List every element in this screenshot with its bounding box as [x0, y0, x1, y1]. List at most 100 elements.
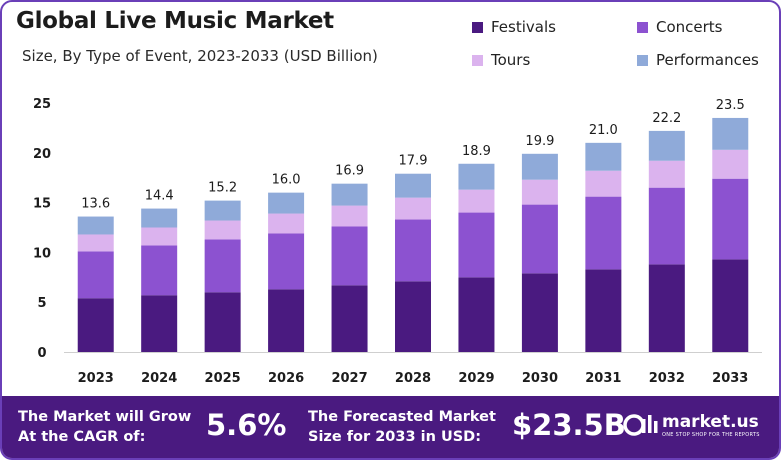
bar-segment-concerts	[204, 239, 241, 293]
bar-total-label: 18.9	[462, 144, 491, 159]
bar-segment-tours	[585, 170, 622, 197]
forecast-label-line2: Size for 2033 in USD:	[308, 429, 482, 445]
bar-segment-festivals	[521, 273, 558, 352]
bar-total-label: 13.6	[81, 197, 110, 212]
chart-legend: Festivals Concerts Tours Performances	[472, 14, 772, 74]
bar-segment-concerts	[77, 251, 114, 299]
bar-segment-performances	[648, 130, 685, 161]
legend-label-performances: Performances	[656, 51, 759, 69]
y-tick-label: 15	[33, 197, 51, 212]
bar-segment-performances	[141, 208, 178, 228]
legend-label-festivals: Festivals	[491, 18, 556, 36]
bar-segment-tours	[458, 189, 495, 213]
bar-total-label: 22.2	[652, 111, 681, 126]
x-tick-label: 2026	[268, 371, 304, 386]
bar-segment-festivals	[648, 264, 685, 352]
bar-segment-festivals	[77, 298, 114, 352]
bar-segment-tours	[648, 160, 685, 188]
bar-segment-performances	[458, 163, 495, 190]
cagr-value: 5.6%	[206, 408, 287, 442]
bar-segment-tours	[77, 234, 114, 252]
bar-segment-tours	[204, 220, 241, 240]
bar-segment-concerts	[521, 204, 558, 274]
brand-name: market.us	[662, 412, 759, 432]
legend-item-tours: Tours	[472, 51, 530, 69]
bar-segment-concerts	[648, 187, 685, 265]
bar-segment-performances	[77, 216, 114, 235]
legend-swatch-festivals	[472, 21, 483, 33]
bar-segment-concerts	[268, 233, 305, 290]
bar-segment-festivals	[395, 281, 431, 352]
bar-segment-tours	[521, 179, 558, 205]
bar-segment-festivals	[585, 269, 622, 352]
bar-segment-tours	[268, 213, 305, 234]
bar-segment-festivals	[204, 292, 241, 352]
bar-segment-festivals	[331, 285, 368, 352]
forecast-label-line1: The Forecasted Market	[308, 409, 496, 425]
bar-total-label: 14.4	[145, 189, 174, 204]
bar-segment-concerts	[458, 212, 495, 278]
bar-segment-festivals	[268, 289, 305, 352]
x-tick-label: 2031	[585, 371, 621, 386]
x-tick-label: 2029	[458, 371, 494, 386]
legend-swatch-performances	[637, 54, 648, 66]
bar-segment-concerts	[712, 178, 749, 260]
y-tick-label: 25	[33, 97, 51, 112]
x-tick-label: 2027	[331, 371, 367, 386]
x-tick-label: 2033	[712, 371, 748, 386]
brand-logo: market.us ONE STOP SHOP FOR THE REPORTS	[622, 410, 760, 440]
bar-total-label: 17.9	[399, 154, 428, 169]
cagr-label-line2: At the CAGR of:	[18, 429, 146, 445]
legend-item-performances: Performances	[637, 51, 759, 69]
bar-segment-festivals	[712, 259, 749, 352]
legend-label-tours: Tours	[491, 51, 531, 69]
bar-segment-tours	[395, 197, 431, 220]
x-tick-label: 2030	[522, 371, 558, 386]
bar-segment-performances	[331, 183, 368, 206]
footer-banner: The Market will Grow At the CAGR of: 5.6…	[2, 396, 779, 458]
bar-segment-concerts	[141, 245, 178, 296]
x-tick-label: 2024	[141, 371, 177, 386]
cagr-label-line1: The Market will Grow	[18, 409, 192, 425]
stacked-bar-chart: 051015202513.6202314.4202415.2202516.020…	[33, 97, 762, 386]
bar-total-label: 16.0	[272, 173, 301, 188]
y-tick-label: 10	[33, 246, 51, 261]
chart-subtitle: Size, By Type of Event, 2023-2033 (USD B…	[22, 47, 378, 65]
legend-item-concerts: Concerts	[637, 18, 723, 36]
y-tick-label: 20	[33, 147, 51, 162]
x-tick-label: 2032	[649, 371, 685, 386]
legend-swatch-concerts	[637, 21, 648, 33]
market-us-logo-icon	[623, 414, 658, 436]
bar-segment-festivals	[458, 277, 495, 352]
y-tick-label: 5	[37, 296, 46, 311]
bar-segment-tours	[141, 227, 178, 246]
bar-segment-performances	[268, 192, 305, 214]
bar-segment-performances	[712, 117, 749, 150]
bar-segment-concerts	[331, 226, 368, 286]
bar-total-label: 21.0	[589, 123, 618, 138]
legend-label-concerts: Concerts	[656, 18, 723, 36]
bar-total-label: 23.5	[716, 98, 745, 113]
bar-segment-concerts	[395, 219, 431, 282]
bar-segment-performances	[204, 200, 241, 221]
x-tick-label: 2023	[78, 371, 114, 386]
chart-title: Global Live Music Market	[16, 8, 334, 34]
brand-tagline: ONE STOP SHOP FOR THE REPORTS	[662, 432, 760, 438]
cagr-label: The Market will Grow At the CAGR of:	[18, 407, 191, 447]
bar-segment-tours	[712, 149, 749, 179]
y-tick-label: 0	[37, 346, 46, 361]
bar-segment-concerts	[585, 196, 622, 270]
x-tick-label: 2025	[205, 371, 241, 386]
bar-segment-performances	[395, 173, 431, 198]
bar-total-label: 16.9	[335, 164, 364, 179]
forecast-value: $23.5B	[512, 408, 626, 442]
bar-segment-performances	[585, 142, 622, 171]
bar-total-label: 15.2	[208, 181, 237, 196]
bar-total-label: 19.9	[525, 134, 554, 149]
bar-segment-tours	[331, 205, 368, 227]
forecast-label: The Forecasted Market Size for 2033 in U…	[308, 407, 496, 447]
bar-segment-festivals	[141, 295, 178, 352]
legend-item-festivals: Festivals	[472, 18, 556, 36]
x-tick-label: 2028	[395, 371, 431, 386]
